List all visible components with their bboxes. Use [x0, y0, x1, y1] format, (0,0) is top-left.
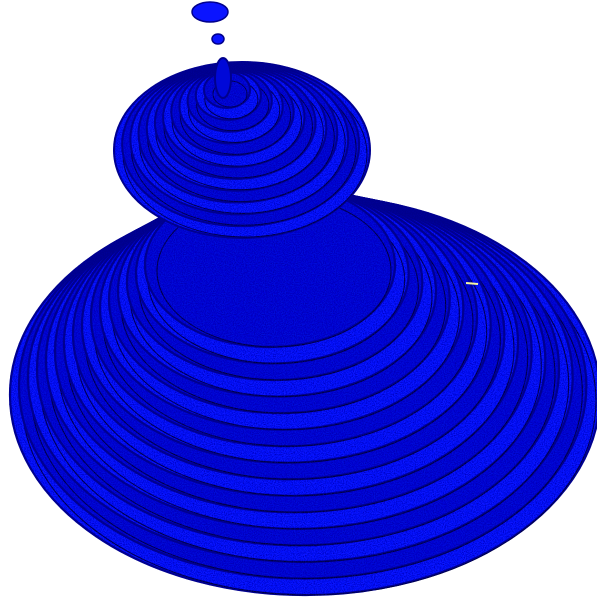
highlight-glint	[465, 282, 479, 285]
spire-stem	[214, 57, 232, 99]
spire-knob	[211, 33, 225, 45]
upper-ring-stack	[113, 61, 371, 239]
spire-tip	[191, 1, 479, 285]
floating-cap	[191, 1, 229, 23]
lower-ring-stack	[8, 181, 597, 597]
